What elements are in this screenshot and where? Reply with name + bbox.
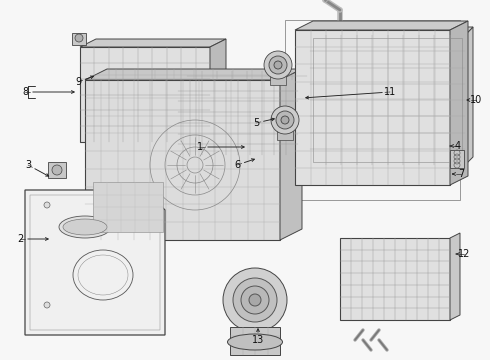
Polygon shape: [72, 33, 86, 45]
Circle shape: [44, 302, 50, 308]
Text: 10: 10: [470, 95, 482, 105]
Polygon shape: [277, 128, 293, 140]
Polygon shape: [450, 150, 464, 168]
Circle shape: [241, 286, 269, 314]
Circle shape: [281, 116, 289, 124]
Ellipse shape: [63, 219, 107, 235]
Circle shape: [52, 165, 62, 175]
Polygon shape: [48, 162, 66, 178]
Ellipse shape: [227, 334, 283, 350]
Circle shape: [223, 268, 287, 332]
Polygon shape: [298, 70, 316, 155]
Text: 13: 13: [252, 335, 264, 345]
Text: 4: 4: [455, 141, 461, 151]
Circle shape: [75, 34, 83, 42]
Circle shape: [274, 61, 282, 69]
Text: 11: 11: [384, 87, 396, 97]
Text: 7: 7: [458, 169, 464, 179]
Circle shape: [264, 51, 292, 79]
Circle shape: [233, 278, 277, 322]
Text: 6: 6: [234, 160, 240, 170]
Text: 3: 3: [25, 160, 31, 170]
Polygon shape: [270, 73, 286, 85]
Circle shape: [269, 56, 287, 74]
Polygon shape: [310, 27, 473, 35]
Polygon shape: [465, 27, 473, 165]
Circle shape: [276, 111, 294, 129]
Polygon shape: [25, 190, 165, 335]
Polygon shape: [85, 80, 280, 240]
Polygon shape: [280, 69, 302, 240]
Polygon shape: [450, 233, 460, 320]
Polygon shape: [450, 21, 468, 185]
Polygon shape: [178, 70, 316, 80]
Text: 1: 1: [197, 142, 203, 152]
Ellipse shape: [59, 216, 111, 238]
Text: 5: 5: [253, 118, 259, 128]
Circle shape: [271, 106, 299, 134]
Polygon shape: [310, 35, 465, 165]
Polygon shape: [295, 21, 468, 30]
Text: 2: 2: [17, 234, 23, 244]
Polygon shape: [80, 47, 210, 142]
Text: 8: 8: [22, 87, 28, 97]
Text: 12: 12: [458, 249, 470, 259]
Polygon shape: [210, 39, 226, 142]
Circle shape: [44, 202, 50, 208]
Polygon shape: [93, 182, 163, 232]
Polygon shape: [85, 69, 302, 80]
Circle shape: [249, 294, 261, 306]
Text: 9: 9: [75, 77, 81, 87]
Polygon shape: [178, 80, 298, 155]
Polygon shape: [340, 238, 450, 320]
Polygon shape: [230, 327, 280, 355]
Polygon shape: [295, 30, 450, 185]
Polygon shape: [80, 39, 226, 47]
